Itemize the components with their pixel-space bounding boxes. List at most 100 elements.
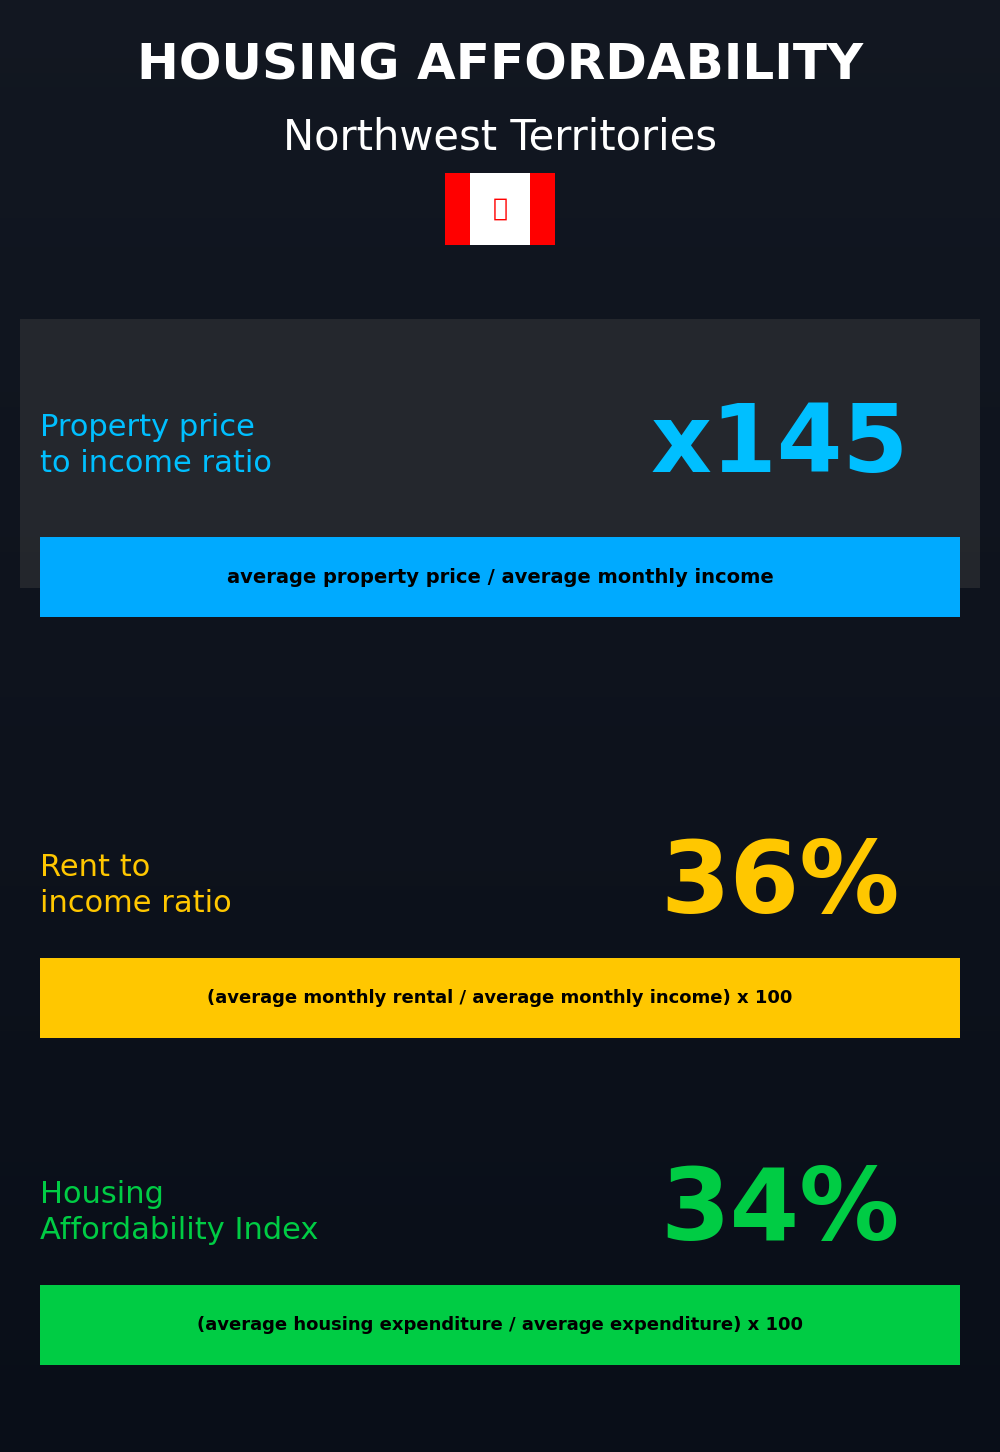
Bar bbox=[0, 15, 1000, 29]
Bar bbox=[0, 494, 1000, 508]
FancyBboxPatch shape bbox=[40, 958, 960, 1038]
Bar bbox=[0, 552, 1000, 566]
Bar bbox=[0, 1423, 1000, 1437]
Bar bbox=[0, 116, 1000, 131]
Bar bbox=[0, 770, 1000, 784]
FancyBboxPatch shape bbox=[445, 173, 555, 245]
Bar bbox=[0, 523, 1000, 537]
Bar bbox=[0, 944, 1000, 958]
Bar bbox=[0, 697, 1000, 711]
Bar bbox=[0, 44, 1000, 58]
Bar bbox=[0, 0, 1000, 15]
Bar bbox=[0, 290, 1000, 305]
Bar bbox=[0, 1104, 1000, 1118]
Bar bbox=[0, 1147, 1000, 1162]
Bar bbox=[0, 1220, 1000, 1234]
Bar bbox=[0, 958, 1000, 973]
FancyBboxPatch shape bbox=[40, 537, 960, 617]
Bar bbox=[0, 842, 1000, 857]
Bar bbox=[0, 348, 1000, 363]
Bar bbox=[0, 915, 1000, 929]
Bar bbox=[0, 73, 1000, 87]
Bar bbox=[0, 595, 1000, 610]
Bar bbox=[0, 1089, 1000, 1104]
Bar bbox=[0, 1263, 1000, 1278]
Bar bbox=[0, 886, 1000, 900]
Text: Property price
to income ratio: Property price to income ratio bbox=[40, 414, 272, 478]
Bar bbox=[0, 1379, 1000, 1394]
Bar bbox=[0, 261, 1000, 276]
Bar bbox=[0, 581, 1000, 595]
Bar bbox=[0, 1045, 1000, 1060]
Bar bbox=[0, 900, 1000, 915]
Bar bbox=[0, 741, 1000, 755]
Bar bbox=[0, 784, 1000, 799]
Bar bbox=[0, 624, 1000, 639]
Text: (average housing expenditure / average expenditure) x 100: (average housing expenditure / average e… bbox=[197, 1316, 803, 1334]
Text: HOUSING AFFORDABILITY: HOUSING AFFORDABILITY bbox=[137, 41, 863, 90]
Bar bbox=[0, 566, 1000, 581]
Bar bbox=[0, 973, 1000, 987]
Bar bbox=[0, 929, 1000, 944]
Bar bbox=[0, 203, 1000, 218]
Bar bbox=[0, 174, 1000, 189]
Bar bbox=[0, 1365, 1000, 1379]
Bar bbox=[0, 1307, 1000, 1321]
FancyBboxPatch shape bbox=[20, 319, 980, 588]
Text: (average monthly rental / average monthly income) x 100: (average monthly rental / average monthl… bbox=[207, 989, 793, 1008]
Bar bbox=[0, 319, 1000, 334]
Bar bbox=[0, 1408, 1000, 1423]
Bar bbox=[0, 1074, 1000, 1089]
Text: x145: x145 bbox=[651, 399, 909, 492]
Bar bbox=[0, 450, 1000, 465]
Bar bbox=[0, 1016, 1000, 1031]
Bar bbox=[0, 218, 1000, 232]
Bar bbox=[0, 1176, 1000, 1191]
Bar bbox=[0, 189, 1000, 203]
Bar bbox=[0, 1321, 1000, 1336]
FancyBboxPatch shape bbox=[445, 173, 470, 245]
Bar bbox=[0, 131, 1000, 145]
Bar bbox=[0, 726, 1000, 741]
Bar bbox=[0, 987, 1000, 1002]
Bar bbox=[0, 1350, 1000, 1365]
Bar bbox=[0, 1060, 1000, 1074]
Bar bbox=[0, 537, 1000, 552]
Bar bbox=[0, 828, 1000, 842]
Bar bbox=[0, 799, 1000, 813]
Text: 🍁: 🍁 bbox=[492, 197, 508, 221]
Bar bbox=[0, 508, 1000, 523]
Bar bbox=[0, 305, 1000, 319]
Bar bbox=[0, 58, 1000, 73]
Bar bbox=[0, 813, 1000, 828]
Bar bbox=[0, 1205, 1000, 1220]
Bar bbox=[0, 1249, 1000, 1263]
Text: Rent to
income ratio: Rent to income ratio bbox=[40, 854, 232, 918]
Bar bbox=[0, 334, 1000, 348]
FancyBboxPatch shape bbox=[40, 1285, 960, 1365]
Bar bbox=[0, 465, 1000, 479]
Bar bbox=[0, 1133, 1000, 1147]
Bar bbox=[0, 1336, 1000, 1350]
Bar bbox=[0, 145, 1000, 160]
Bar bbox=[0, 276, 1000, 290]
Bar bbox=[0, 29, 1000, 44]
Bar bbox=[0, 1278, 1000, 1292]
Bar bbox=[0, 1234, 1000, 1249]
Bar bbox=[0, 160, 1000, 174]
Bar bbox=[0, 407, 1000, 421]
Bar bbox=[0, 479, 1000, 494]
Bar bbox=[0, 1437, 1000, 1452]
Bar bbox=[0, 610, 1000, 624]
Text: average property price / average monthly income: average property price / average monthly… bbox=[227, 568, 773, 587]
Text: Housing
Affordability Index: Housing Affordability Index bbox=[40, 1180, 318, 1244]
Text: Northwest Territories: Northwest Territories bbox=[283, 118, 717, 158]
Text: 34%: 34% bbox=[660, 1165, 900, 1260]
Text: 36%: 36% bbox=[660, 838, 900, 934]
Bar bbox=[0, 247, 1000, 261]
Bar bbox=[0, 102, 1000, 116]
Bar bbox=[0, 871, 1000, 886]
Bar bbox=[0, 711, 1000, 726]
Bar bbox=[0, 653, 1000, 668]
Bar bbox=[0, 1118, 1000, 1133]
